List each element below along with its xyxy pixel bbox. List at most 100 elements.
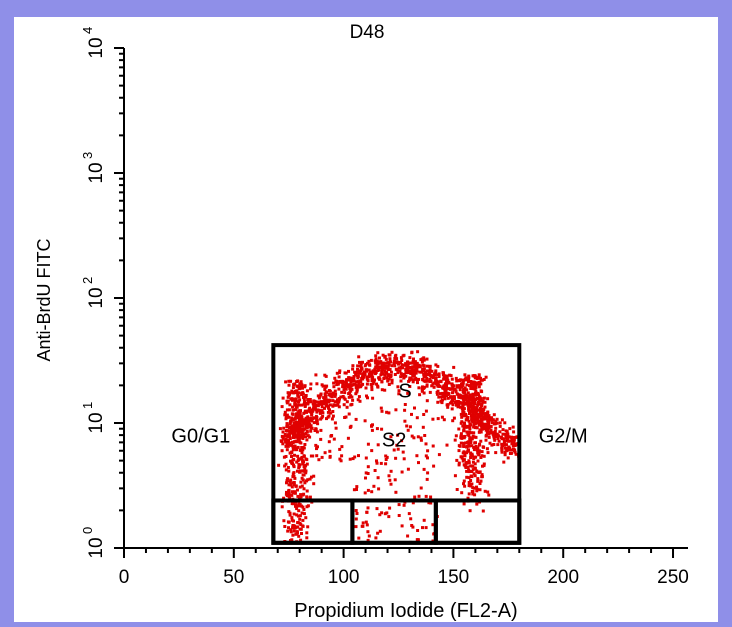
y-tick-base: 10 — [86, 37, 107, 58]
event-dot — [507, 439, 510, 443]
event-dot — [346, 383, 350, 387]
event-dot — [287, 520, 291, 524]
event-dot — [380, 366, 384, 370]
event-dot — [296, 393, 300, 397]
event-dot — [293, 453, 296, 457]
event-dot — [295, 469, 299, 473]
event-dot — [284, 380, 288, 384]
event-dot — [329, 411, 333, 415]
event-dot — [387, 353, 391, 357]
event-dot — [478, 428, 482, 432]
event-dot — [318, 394, 322, 398]
event-dot — [434, 379, 438, 382]
event-dot — [418, 370, 422, 374]
event-dot — [436, 389, 440, 393]
event-dot — [283, 410, 287, 414]
event-dot — [477, 412, 480, 416]
event-dot — [288, 391, 292, 395]
event-dot — [470, 417, 474, 421]
event-dot — [370, 385, 374, 389]
event-dot — [324, 401, 328, 405]
event-dot — [417, 377, 421, 381]
event-dot — [285, 494, 289, 498]
event-dot — [408, 385, 412, 388]
event-dot — [342, 403, 346, 407]
event-dot — [469, 383, 473, 387]
event-dot — [357, 369, 361, 373]
event-dot — [472, 409, 476, 413]
event-dot — [291, 533, 295, 537]
event-dot — [298, 411, 302, 415]
event-dot — [366, 538, 370, 542]
event-dot — [297, 429, 301, 433]
event-dot — [423, 434, 427, 437]
event-dot — [468, 410, 472, 414]
event-dot — [485, 447, 489, 451]
event-dot — [384, 454, 388, 458]
event-dot — [299, 527, 303, 531]
event-dot — [339, 459, 343, 463]
y-axis-label: Anti-BrdU FITC — [34, 238, 54, 361]
event-dot — [327, 414, 331, 418]
event-dot — [285, 408, 289, 412]
event-dot — [380, 427, 384, 431]
event-dot — [415, 367, 418, 371]
event-dot — [465, 469, 469, 473]
event-dot — [487, 432, 491, 436]
y-tick-exponent: 4 — [80, 27, 95, 34]
event-dot — [380, 409, 384, 413]
event-dot — [414, 361, 418, 365]
event-dot — [287, 408, 291, 412]
event-dot — [305, 531, 309, 535]
event-dot — [356, 374, 360, 378]
event-dot — [291, 386, 295, 390]
event-dot — [309, 425, 313, 428]
event-dot — [313, 402, 317, 406]
event-dot — [379, 373, 383, 377]
event-dot — [375, 427, 379, 431]
event-dot — [331, 410, 335, 413]
event-dot — [323, 406, 326, 410]
event-dot — [479, 406, 482, 410]
event-dot — [292, 529, 296, 533]
event-dot — [285, 399, 289, 403]
event-dot — [297, 457, 301, 461]
event-dot — [490, 416, 494, 420]
event-dot — [367, 534, 371, 538]
event-dot — [462, 425, 466, 429]
event-dot — [307, 418, 311, 422]
event-dot — [478, 408, 482, 412]
event-dot — [412, 368, 416, 372]
event-dot — [364, 520, 368, 524]
event-dot — [474, 445, 478, 449]
event-dot — [283, 432, 287, 436]
event-dot — [437, 380, 440, 384]
event-dot — [431, 382, 435, 386]
event-dot — [414, 376, 418, 380]
event-dot — [381, 372, 385, 376]
event-dot — [305, 410, 308, 414]
event-dot — [290, 412, 294, 416]
event-dot — [470, 408, 474, 412]
event-dot — [376, 443, 380, 447]
event-dot — [291, 524, 295, 528]
event-dot — [461, 403, 465, 407]
event-dot — [310, 475, 313, 479]
event-dot — [367, 359, 371, 363]
event-dot — [408, 369, 412, 373]
event-dot — [423, 379, 427, 383]
event-dot — [331, 414, 335, 418]
event-dot — [477, 382, 481, 386]
event-dot — [296, 454, 300, 458]
event-dot — [378, 377, 382, 381]
event-dot — [375, 359, 379, 363]
event-dot — [469, 380, 473, 383]
event-dot — [378, 529, 382, 533]
event-dot — [331, 399, 335, 403]
event-dot — [334, 392, 338, 396]
event-dot — [298, 514, 302, 518]
event-dot — [389, 435, 393, 439]
event-dot — [351, 367, 355, 371]
event-dot — [442, 377, 446, 381]
event-dot — [383, 388, 387, 392]
